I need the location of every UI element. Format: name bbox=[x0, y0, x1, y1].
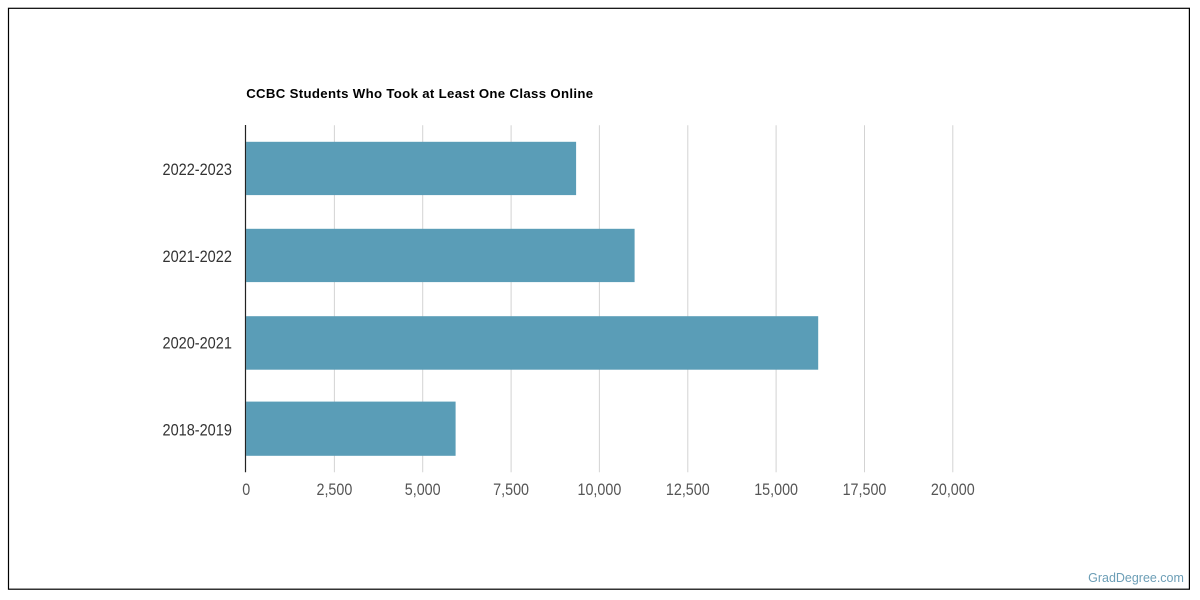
svg-text:2022-2023: 2022-2023 bbox=[163, 161, 232, 179]
svg-text:2020-2021: 2020-2021 bbox=[163, 335, 232, 353]
svg-text:CCBC Students Who Took at Leas: CCBC Students Who Took at Least One Clas… bbox=[246, 86, 593, 101]
svg-text:5,000: 5,000 bbox=[405, 481, 441, 499]
svg-text:7,500: 7,500 bbox=[493, 481, 529, 499]
svg-text:10,000: 10,000 bbox=[577, 481, 621, 499]
svg-text:GradDegree.com: GradDegree.com bbox=[1088, 570, 1184, 585]
svg-text:0: 0 bbox=[242, 481, 250, 499]
svg-text:2018-2019: 2018-2019 bbox=[163, 421, 232, 439]
svg-text:20,000: 20,000 bbox=[931, 481, 975, 499]
svg-text:17,500: 17,500 bbox=[843, 481, 887, 499]
svg-text:15,000: 15,000 bbox=[754, 481, 798, 499]
svg-text:2,500: 2,500 bbox=[316, 481, 352, 499]
svg-text:12,500: 12,500 bbox=[666, 481, 710, 499]
svg-text:2021-2022: 2021-2022 bbox=[163, 248, 232, 266]
